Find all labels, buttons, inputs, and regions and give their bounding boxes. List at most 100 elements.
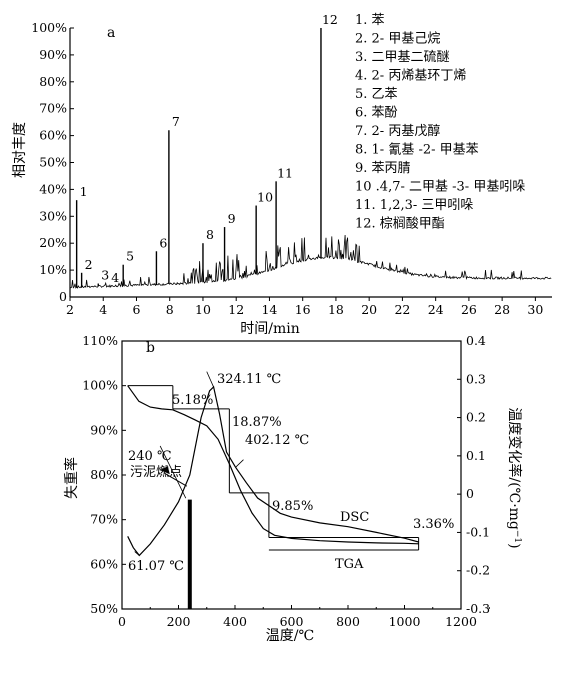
panel-a-peak-label: 12: [322, 12, 338, 27]
panel-a-legend-item: 1. 苯: [355, 13, 385, 28]
panel-a-y-tick-label: 40%: [39, 181, 67, 196]
peak-324-pointer: [206, 371, 214, 388]
panel-a-x-tick-label: 26: [461, 302, 477, 317]
panel-a-legend-item: 11. 1,2,3- 三甲吲哚: [355, 198, 473, 213]
panel-a-x-tick-label: 30: [527, 302, 543, 317]
panel-a-label: a: [107, 25, 115, 41]
panel-a-y-tick-label: 20%: [39, 235, 67, 250]
annotation-loss-3-36: 3.36%: [413, 517, 454, 532]
panel-a-legend-item: 6. 苯酚: [355, 106, 398, 121]
annotation-61-min: 61.07 ℃: [128, 559, 184, 574]
panel-b-left-tick-label: 50%: [90, 601, 118, 616]
panel-a-peak-label: 1: [80, 184, 88, 199]
panel-a-legend-item: 8. 1- 氰基 -2- 甲基苯: [355, 142, 479, 158]
panel-b-left-tick-label: 80%: [90, 467, 118, 482]
chart-panel-a: 2 4 6 8 10 12 14 16 18 20 22 24 26 28 30010%20%30%40%5…: [12, 12, 552, 337]
annotation-324-peak: 324.11 ℃: [217, 372, 281, 387]
panel-b-x-tick-label: 800: [336, 614, 360, 629]
panel-b-x-tick-label: 200: [167, 614, 191, 629]
panel-b-x-tick-label: 400: [223, 614, 247, 629]
panel-a-peak-label: 4: [111, 270, 119, 285]
panel-a-x-tick-label: 16: [295, 302, 311, 317]
panel-b-x-tick-label: 600: [280, 614, 304, 629]
panel-a-x-tick-label: 14: [261, 302, 277, 317]
panel-b-x-tick-label: 1200: [445, 614, 477, 629]
annotation-loss-5-18: 5.18%: [172, 393, 213, 408]
panel-a-peak-label: 7: [172, 114, 180, 129]
panel-a-x-tick-label: 12: [228, 302, 244, 317]
panel-a-chromatogram: [69, 234, 552, 289]
peak-402-pointer: [235, 459, 244, 468]
panel-a-y-tick-label: 90%: [39, 47, 67, 62]
series-tga-line: [127, 385, 419, 545]
panel-a-x-tick-label: 28: [494, 302, 510, 317]
panel-b-series: [127, 385, 419, 557]
panel-b-right-tick-label: -0.2: [466, 563, 490, 578]
panel-b-left-tick-label: 60%: [90, 556, 118, 571]
panel-b-plot-frame: [121, 340, 462, 610]
annotation-loss-18-87: 18.87%: [232, 415, 282, 430]
panel-a-legend: 1. 苯 2. 2- 甲基己烷 3. 二甲基二硫醚 4. 2- 丙烯基环丁烯 5. 乙苯…: [355, 13, 525, 232]
panel-b-right-tick-label: 0: [466, 486, 474, 501]
panel-b-right-tick-label: 0.3: [466, 371, 486, 386]
panel-a-x-tick-label: 18: [328, 302, 344, 317]
panel-a-y-tick-label: 0: [59, 289, 67, 304]
panel-a-y-tick-label: 70%: [39, 101, 67, 116]
panel-b-label: b: [146, 340, 155, 356]
panel-b-x-tick-label: 0: [118, 614, 126, 629]
panel-b-x-tick-label: 1000: [389, 614, 421, 629]
ignition-pointer-arrowhead: [159, 466, 170, 475]
panel-b-right-y-axis-title: 温度变化率/(℃·mg−1): [506, 407, 523, 548]
panel-a-x-tick-label: 4: [99, 302, 107, 317]
panel-a-legend-item: 12. 棕榈酸甲酯: [355, 217, 445, 232]
panel-b-right-tick-label: 0.2: [466, 410, 486, 425]
panel-a-x-tick-label: 24: [428, 302, 444, 317]
panel-a-legend-item: 5. 乙苯: [355, 87, 398, 102]
panel-a-legend-item: 10 .4,7- 二甲基 -3- 甲基吲哚: [355, 180, 525, 195]
panel-a-x-tick-label: 20: [361, 302, 377, 317]
panel-a-peak-label: 11: [277, 165, 293, 180]
panel-a-peak-label: 10: [257, 190, 273, 205]
panel-b-left-tick-label: 90%: [90, 422, 118, 437]
annotation-402-peak: 402.12 ℃: [245, 433, 309, 448]
panel-b-x-axis-title: 温度/℃: [266, 628, 314, 644]
panel-b-left-tick-label: 70%: [90, 512, 118, 527]
panel-a-legend-item: 3. 二甲基二硫醚: [355, 50, 450, 65]
annotation-ignition-point: 污泥燃点: [130, 464, 182, 480]
panel-a-y-tick-label: 100%: [31, 20, 67, 35]
panel-a-peak-label: 2: [85, 257, 93, 272]
panel-b-right-tick-label: -0.1: [466, 524, 490, 539]
panel-a-y-tick-label: 60%: [39, 128, 67, 143]
panel-a-x-tick-label: 10: [195, 302, 211, 317]
spacer-line: [224, 505, 264, 526]
panel-b-ticks: 0 200 400 600 800 1000 1200 50% 60% 70% 80% 90% 100%…: [82, 333, 490, 629]
chart-panel-b: 0 200 400 600 800 1000 1200 50% 60% 70% 80% 90% 100%…: [63, 333, 523, 644]
panel-a-legend-item: 4. 2- 丙烯基环丁烯: [355, 69, 466, 84]
panel-a-ticks: 2 4 6 8 10 12 14 16 18 20 22 24 26 28 30010%20%30%40%5…: [31, 20, 543, 317]
annotation-loss-9-85: 9.85%: [272, 499, 313, 514]
panel-a-axes: [69, 28, 552, 298]
panel-a-x-tick-label: 6: [133, 302, 141, 317]
panel-a-peak-label: 8: [206, 227, 214, 242]
panel-a-legend-item: 9. 苯丙腈: [355, 161, 411, 176]
panel-b-left-y-axis-title: 失重率: [63, 457, 80, 499]
panel-b-guide-lines: [127, 371, 420, 609]
panel-a-y-tick-label: 10%: [39, 262, 67, 277]
panel-a-x-tick-label: 22: [394, 302, 410, 317]
panel-a-baseline-trace: [69, 234, 552, 289]
panel-b-axes: [121, 340, 462, 610]
panel-a-legend-item: 7. 2- 丙基戊醇: [355, 123, 440, 139]
panel-a-x-axis-title: 时间/min: [240, 321, 300, 337]
panel-a-y-axis-title: 相对丰度: [12, 122, 28, 178]
panel-b-left-tick-label: 100%: [82, 378, 118, 393]
panel-a-peak-label: 5: [126, 249, 134, 264]
panel-a-peak-label: 6: [159, 235, 167, 250]
panel-b-right-tick-label: 0.4: [466, 333, 486, 348]
panel-a-x-tick-label: 8: [166, 302, 174, 317]
series-label-dsc: DSC: [340, 510, 369, 525]
panel-b-right-tick-label: 0.1: [466, 448, 486, 463]
panel-a-peak-label: 9: [228, 211, 236, 226]
annotation-240-ignition-temp: 240 ℃: [128, 449, 172, 464]
